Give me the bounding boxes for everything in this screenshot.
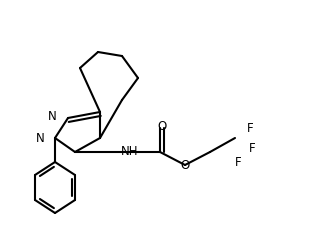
Text: F: F	[247, 122, 253, 135]
Text: O: O	[180, 159, 190, 171]
Text: O: O	[157, 120, 167, 132]
Text: N: N	[36, 131, 44, 144]
Text: N: N	[48, 109, 56, 123]
Text: NH: NH	[121, 144, 139, 158]
Text: F: F	[249, 142, 255, 155]
Text: F: F	[235, 156, 241, 168]
